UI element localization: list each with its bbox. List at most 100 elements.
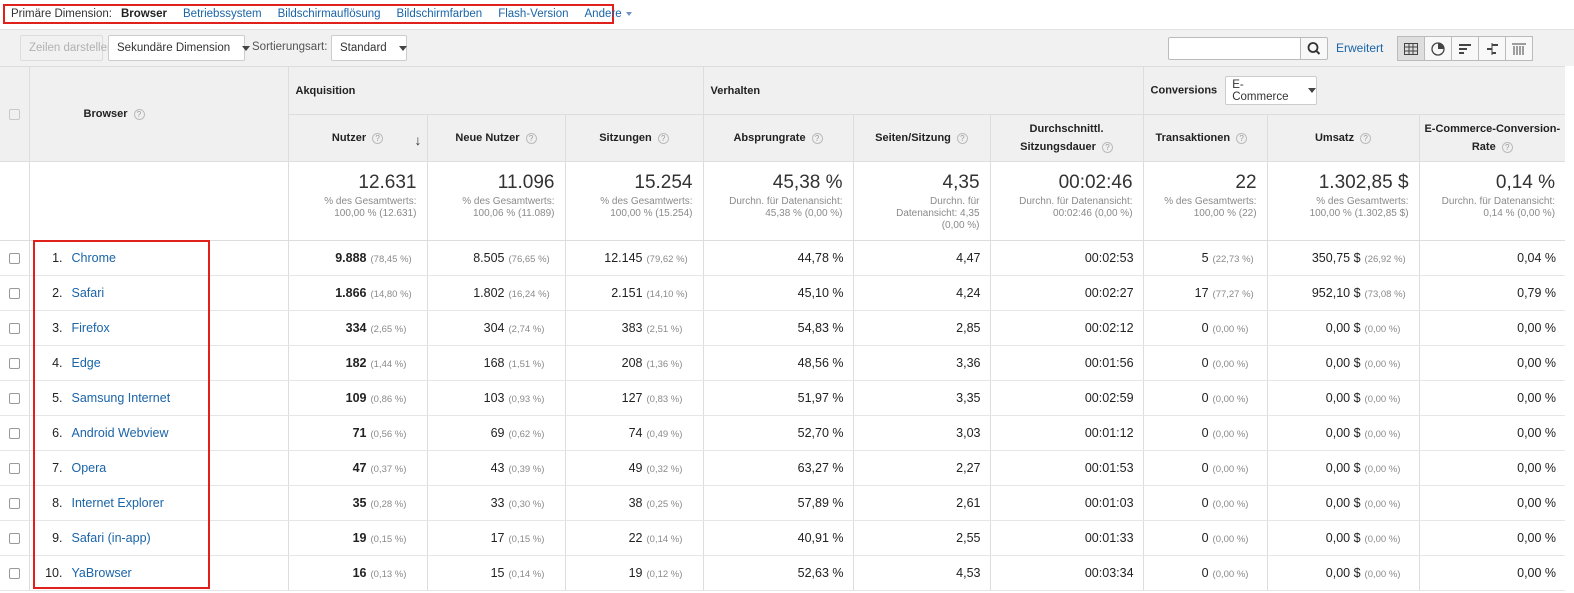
conv-rate-cell: 0,00 % xyxy=(1419,520,1566,556)
table-search-input[interactable] xyxy=(1168,37,1301,60)
row-checkbox[interactable] xyxy=(8,497,20,509)
dimension-option-os[interactable]: Betriebssystem xyxy=(183,8,262,20)
pie-view-button[interactable] xyxy=(1424,36,1452,61)
conversions-type-select[interactable]: E-Commerce xyxy=(1225,76,1318,105)
users-cell: 19 (0,15 %) xyxy=(288,520,428,556)
transactions-percent: (0,00 %) xyxy=(1212,359,1249,370)
help-icon[interactable]: ? xyxy=(1360,132,1372,144)
sessions-column-header[interactable]: Sitzungen? xyxy=(565,114,704,162)
total-duration-line1: Durchn. für Datenansicht: xyxy=(1019,196,1133,207)
transactions-cell: 0 (0,00 %) xyxy=(1143,450,1268,486)
browser-link[interactable]: Internet Explorer xyxy=(71,496,164,510)
transactions-column-header[interactable]: Transaktionen? xyxy=(1143,114,1268,162)
browser-link[interactable]: Firefox xyxy=(71,321,110,335)
total-bounce-line2: 45,38 % (0,00 %) xyxy=(765,208,843,219)
table-row: 7. Opera 47 (0,37 %) 43 (0,39 %) 49 (0,32 %) 63,… xyxy=(0,450,1566,486)
row-checkbox[interactable] xyxy=(8,287,20,299)
browser-column-header[interactable]: Browser? xyxy=(29,66,289,162)
browser-link[interactable]: Samsung Internet xyxy=(71,391,171,405)
row-checkbox[interactable] xyxy=(8,532,20,544)
transactions-cell: 0 (0,00 %) xyxy=(1143,520,1268,556)
sessions-value: 127 xyxy=(621,391,643,405)
performance-view-button[interactable] xyxy=(1451,36,1479,61)
transactions-percent: (0,00 %) xyxy=(1212,324,1249,335)
pages-column-header[interactable]: Seiten/Sitzung? xyxy=(853,114,991,162)
revenue-column-header[interactable]: Umsatz? xyxy=(1267,114,1420,162)
help-icon[interactable]: ? xyxy=(811,132,823,144)
table-row: 9. Safari (in-app) 19 (0,15 %) 17 (0,15 %) 22(… xyxy=(0,520,1566,556)
help-icon[interactable]: ? xyxy=(372,132,384,144)
help-icon[interactable]: ? xyxy=(657,132,669,144)
duration-value: 00:02:53 xyxy=(1084,251,1134,265)
users-column-header[interactable]: Nutzer? ↓ xyxy=(288,114,428,162)
browser-link[interactable]: Chrome xyxy=(71,251,116,265)
bounce-value: 63,27 % xyxy=(797,461,844,475)
sessions-cell: 127 (0,83 %) xyxy=(565,380,704,416)
row-rank: 2. xyxy=(52,286,63,300)
row-checkbox[interactable] xyxy=(8,252,20,264)
total-users-line2: 100,00 % (12.631) xyxy=(334,208,417,219)
advanced-filter-link[interactable]: Erweitert xyxy=(1336,41,1384,55)
duration-cell: 00:02:59 xyxy=(990,380,1144,416)
browser-link[interactable]: YaBrowser xyxy=(71,566,132,580)
users-percent: (1,44 %) xyxy=(370,359,407,370)
row-checkbox[interactable] xyxy=(8,322,20,334)
bounce-cell: 44,78 % xyxy=(703,240,854,276)
dimension-option-colors[interactable]: Bildschirmfarben xyxy=(396,8,483,20)
comparison-view-button[interactable] xyxy=(1478,36,1506,61)
plot-rows-button[interactable]: Zeilen darstellen xyxy=(20,35,113,61)
dimension-option-other[interactable]: Andere xyxy=(585,8,632,20)
browser-link[interactable]: Safari (in-app) xyxy=(71,531,151,545)
revenue-percent: (73,08 %) xyxy=(1364,289,1406,300)
conv-rate-column-header[interactable]: E-Commerce-Conversion- Rate? xyxy=(1419,114,1566,162)
total-new-users-line2: 100,06 % (11.089) xyxy=(472,208,555,219)
browser-cell: 1. Chrome xyxy=(29,240,289,276)
new-users-column-header[interactable]: Neue Nutzer? xyxy=(427,114,566,162)
dimension-option-flash[interactable]: Flash-Version xyxy=(498,8,569,20)
secondary-dimension-select[interactable]: Sekundäre Dimension xyxy=(108,35,251,61)
pages-value: 3,03 xyxy=(956,426,981,440)
help-icon[interactable]: ? xyxy=(956,132,968,144)
duration-column-header[interactable]: Durchschnittl. Sitzungsdauer? xyxy=(990,114,1144,162)
transactions-cell: 0 (0,00 %) xyxy=(1143,310,1268,346)
sort-type-value: Standard xyxy=(340,42,387,54)
help-icon[interactable]: ? xyxy=(1501,141,1513,153)
sessions-cell: 74 (0,49 %) xyxy=(565,415,704,451)
help-icon[interactable]: ? xyxy=(525,132,537,144)
browser-link[interactable]: Safari xyxy=(71,286,105,300)
table-view-button[interactable] xyxy=(1397,36,1425,61)
revenue-cell: 0,00 $ (0,00 %) xyxy=(1267,555,1420,591)
new-users-cell: 1.802 (16,24 %) xyxy=(427,275,566,311)
users-cell: 182 (1,44 %) xyxy=(288,345,428,381)
dimension-option-resolution[interactable]: Bildschirmauflösung xyxy=(277,8,381,20)
transactions-value: 0 xyxy=(1201,356,1209,370)
help-icon[interactable]: ? xyxy=(1236,132,1248,144)
row-checkbox[interactable] xyxy=(8,427,20,439)
duration-column-label-line1: Durchschnittl. xyxy=(1029,123,1104,135)
search-button[interactable] xyxy=(1300,37,1328,60)
sort-desc-icon[interactable]: ↓ xyxy=(414,132,422,148)
users-percent: (0,37 %) xyxy=(370,464,407,475)
revenue-column-label: Umsatz xyxy=(1314,132,1355,144)
row-checkbox[interactable] xyxy=(8,567,20,579)
row-checkbox[interactable] xyxy=(8,462,20,474)
pivot-view-button[interactable] xyxy=(1505,36,1533,61)
browser-link[interactable]: Opera xyxy=(71,461,107,475)
new-users-percent: (0,30 %) xyxy=(508,499,545,510)
select-all-checkbox[interactable] xyxy=(8,108,20,120)
bounce-column-header[interactable]: Absprungrate? xyxy=(703,114,854,162)
browser-link[interactable]: Android Webview xyxy=(71,426,169,440)
sort-type-select[interactable]: Standard xyxy=(331,35,407,61)
transactions-value: 0 xyxy=(1201,496,1209,510)
bounce-value: 52,63 % xyxy=(797,566,844,580)
row-checkbox[interactable] xyxy=(8,392,20,404)
help-icon[interactable]: ? xyxy=(133,108,145,120)
new-users-cell: 168 (1,51 %) xyxy=(427,345,566,381)
browser-link[interactable]: Edge xyxy=(71,356,101,370)
browser-cell: 10. YaBrowser xyxy=(29,555,289,591)
revenue-value: 0,00 $ xyxy=(1325,566,1361,580)
help-icon[interactable]: ? xyxy=(1101,141,1113,153)
duration-column-label-line2: Sitzungsdauer xyxy=(1020,141,1096,153)
row-checkbox[interactable] xyxy=(8,357,20,369)
row-rank: 4. xyxy=(52,356,63,370)
